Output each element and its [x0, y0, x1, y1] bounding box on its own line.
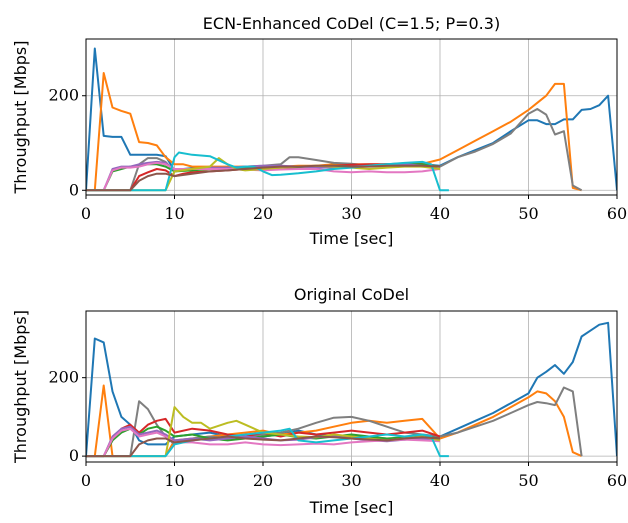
- x-axis-label: Time [sec]: [309, 229, 394, 248]
- y-tick-label: 0: [69, 446, 79, 465]
- x-tick-label: 30: [341, 204, 361, 223]
- series-line-3: [86, 108, 583, 192]
- x-tick-label: 60: [607, 471, 627, 490]
- x-tick-label: 50: [518, 204, 538, 223]
- series-line-7: [86, 427, 441, 458]
- series-line-10: [86, 164, 441, 192]
- series-group: [86, 47, 617, 192]
- x-tick-label: 50: [518, 471, 538, 490]
- series-group: [86, 321, 617, 458]
- x-tick-label: 40: [430, 204, 450, 223]
- x-tick-label: 0: [81, 204, 91, 223]
- series-line-9: [86, 151, 449, 192]
- y-axis-label: Throughput [Mbps]: [11, 310, 30, 464]
- x-axis-label: Time [sec]: [309, 498, 394, 517]
- y-tick-label: 200: [48, 368, 79, 387]
- x-tick-label: 60: [607, 204, 627, 223]
- y-axis-label: Throughput [Mbps]: [11, 41, 30, 195]
- x-tick-label: 30: [341, 471, 361, 490]
- chart-panel-1: 0 10 20 30 40 50 60 0 200 ECN-Enhanced CoDel (C=1…: [11, 14, 627, 248]
- chart-title: ECN-Enhanced CoDel (C=1.5; P=0.3): [203, 14, 500, 33]
- y-tick-label: 200: [48, 86, 79, 105]
- series-line-3: [86, 386, 583, 458]
- y-tick-label: 0: [69, 180, 79, 199]
- x-tick-label: 0: [81, 471, 91, 490]
- series-line-7: [86, 161, 441, 192]
- x-tick-label: 10: [164, 471, 184, 490]
- x-tick-label: 20: [253, 471, 273, 490]
- x-tick-label: 10: [164, 204, 184, 223]
- chart-panel-2: 0 10 20 30 40 50 60 0 200 Original CoDel Time [sec…: [11, 285, 627, 517]
- x-tick-label: 40: [430, 471, 450, 490]
- chart-title: Original CoDel: [294, 285, 409, 304]
- x-tick-label: 20: [253, 204, 273, 223]
- series-line-10: [86, 435, 441, 458]
